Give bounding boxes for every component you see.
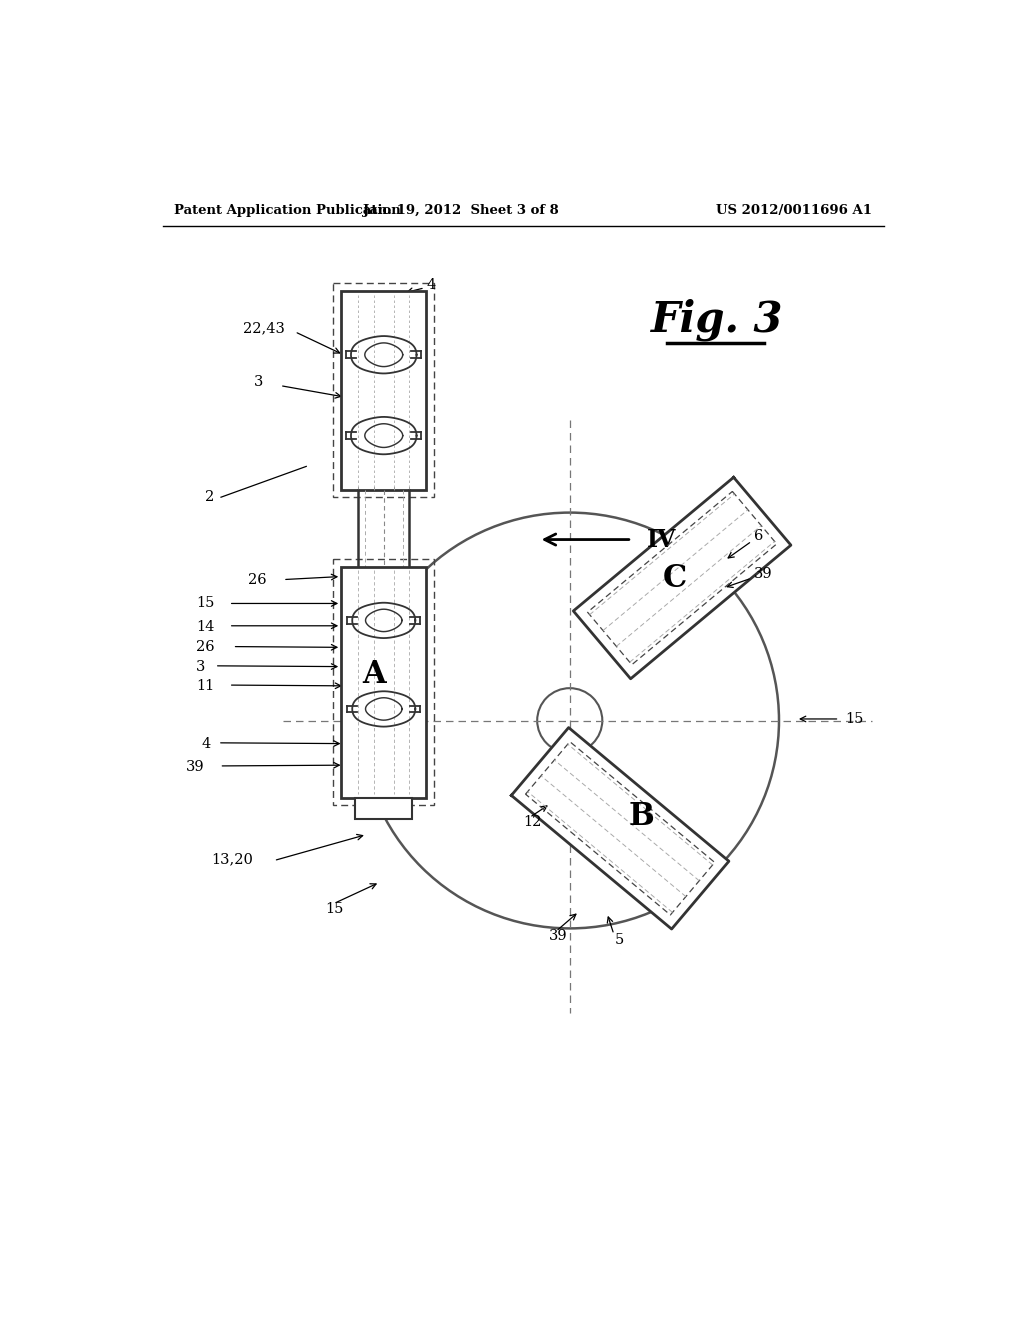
Text: 14: 14 xyxy=(197,619,215,634)
Text: 4: 4 xyxy=(202,737,211,751)
Text: 5: 5 xyxy=(614,933,624,946)
Text: Patent Application Publication: Patent Application Publication xyxy=(174,205,401,218)
Text: 15: 15 xyxy=(326,902,344,916)
Text: A: A xyxy=(362,659,386,690)
Text: 26: 26 xyxy=(197,640,215,655)
Text: 2: 2 xyxy=(206,490,215,504)
Bar xyxy=(334,558,434,805)
Text: 3: 3 xyxy=(197,660,206,673)
Text: 15: 15 xyxy=(845,711,863,726)
Text: C: C xyxy=(663,562,686,594)
Text: 39: 39 xyxy=(755,568,773,581)
Text: B: B xyxy=(629,801,654,832)
Text: 39: 39 xyxy=(549,929,567,942)
Text: 15: 15 xyxy=(197,597,215,610)
Polygon shape xyxy=(573,478,791,678)
Polygon shape xyxy=(511,727,729,929)
Text: 6: 6 xyxy=(755,529,764,543)
Bar xyxy=(341,290,426,490)
Text: 12: 12 xyxy=(523,816,542,829)
Text: 22,43: 22,43 xyxy=(243,321,285,335)
Text: 11: 11 xyxy=(197,678,214,693)
Text: US 2012/0011696 A1: US 2012/0011696 A1 xyxy=(716,205,872,218)
Text: Jan. 19, 2012  Sheet 3 of 8: Jan. 19, 2012 Sheet 3 of 8 xyxy=(364,205,559,218)
Text: IV: IV xyxy=(647,528,677,552)
Text: 4: 4 xyxy=(426,279,435,293)
Text: 13,20: 13,20 xyxy=(212,853,254,866)
Text: 26: 26 xyxy=(248,573,266,587)
Bar xyxy=(341,566,426,797)
Text: 39: 39 xyxy=(186,760,205,774)
Bar xyxy=(355,797,413,818)
Text: Fig. 3: Fig. 3 xyxy=(650,298,783,342)
Bar xyxy=(334,284,434,498)
Text: 3: 3 xyxy=(254,375,263,388)
